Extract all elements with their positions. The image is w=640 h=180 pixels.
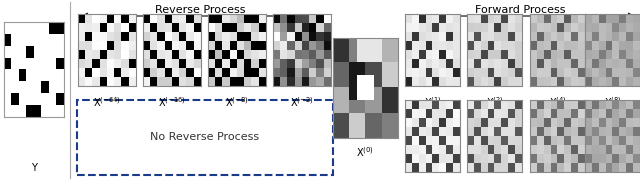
Text: X$^{(0)}$: X$^{(0)}$ [356, 145, 374, 159]
Text: Y: Y [31, 163, 37, 173]
Text: X$^{(-2)}$: X$^{(-2)}$ [290, 95, 314, 109]
Text: X$^{(8)}$: X$^{(8)}$ [604, 95, 621, 109]
Text: No Reverse Process: No Reverse Process [150, 132, 260, 142]
Text: X$^{(-8)}$: X$^{(-8)}$ [225, 95, 249, 109]
Text: Reverse Process: Reverse Process [155, 5, 245, 15]
Bar [77, 100, 333, 175]
Text: X$^{(-16)}$: X$^{(-16)}$ [158, 95, 186, 109]
Text: Forward Process: Forward Process [475, 5, 565, 15]
Text: X$^{(2)}$: X$^{(2)}$ [486, 95, 504, 109]
Text: X$^{(4)}$: X$^{(4)}$ [548, 95, 566, 109]
Text: X$^{(1)}$: X$^{(1)}$ [424, 95, 442, 109]
Text: X$^{(-64)}$: X$^{(-64)}$ [93, 95, 121, 109]
